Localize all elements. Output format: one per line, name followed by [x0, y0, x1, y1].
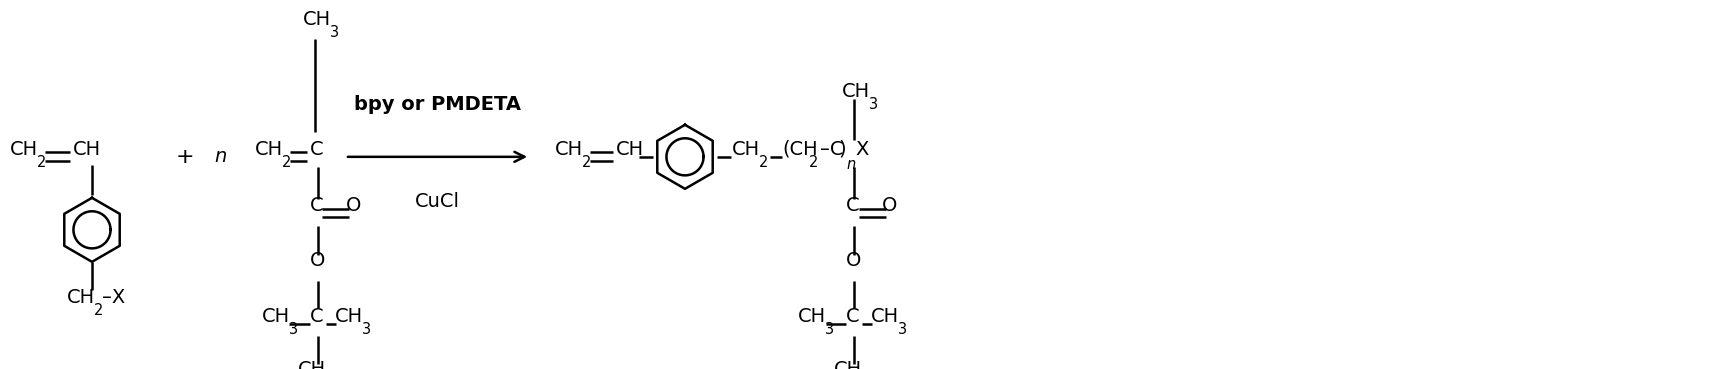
- Text: CH: CH: [871, 307, 899, 326]
- Text: CH: CH: [67, 288, 94, 307]
- Text: 3: 3: [361, 322, 371, 337]
- Text: CH: CH: [297, 360, 326, 369]
- Text: CH: CH: [10, 140, 38, 159]
- Text: 3: 3: [899, 322, 907, 337]
- Text: (CH: (CH: [782, 140, 818, 159]
- Text: CuCl: CuCl: [416, 192, 460, 211]
- Text: –C: –C: [819, 140, 844, 159]
- Text: 3: 3: [825, 322, 835, 337]
- Text: C: C: [309, 307, 323, 326]
- Text: 2: 2: [282, 155, 292, 170]
- Text: C: C: [845, 196, 859, 215]
- Text: O: O: [345, 196, 361, 215]
- Text: C: C: [309, 140, 323, 159]
- Text: bpy or PMDETA: bpy or PMDETA: [354, 95, 521, 114]
- Text: n: n: [845, 157, 856, 172]
- Text: CH: CH: [797, 307, 826, 326]
- Text: 2: 2: [759, 155, 768, 170]
- Text: CH: CH: [261, 307, 290, 326]
- Text: CH: CH: [555, 140, 582, 159]
- Text: CH: CH: [72, 140, 101, 159]
- Text: CH: CH: [732, 140, 759, 159]
- Text: 3: 3: [289, 322, 297, 337]
- Text: C: C: [845, 307, 859, 326]
- Text: X: X: [856, 140, 868, 159]
- Text: O: O: [881, 196, 897, 215]
- Text: 2: 2: [38, 155, 46, 170]
- Text: ): ): [838, 140, 845, 159]
- Text: 2: 2: [94, 303, 103, 318]
- Text: 2: 2: [582, 155, 591, 170]
- Text: O: O: [309, 251, 325, 270]
- Text: CH: CH: [302, 10, 332, 29]
- Text: –X: –X: [101, 288, 125, 307]
- Text: 3: 3: [330, 25, 338, 40]
- Text: 2: 2: [809, 155, 818, 170]
- Text: CH: CH: [833, 360, 862, 369]
- Text: CH: CH: [842, 82, 869, 101]
- Text: 3: 3: [869, 97, 878, 112]
- Text: +: +: [175, 147, 194, 167]
- Text: CH: CH: [254, 140, 283, 159]
- Text: C: C: [309, 196, 323, 215]
- Text: CH: CH: [335, 307, 362, 326]
- Text: n: n: [213, 147, 227, 166]
- Text: O: O: [845, 251, 861, 270]
- Text: CH: CH: [617, 140, 644, 159]
